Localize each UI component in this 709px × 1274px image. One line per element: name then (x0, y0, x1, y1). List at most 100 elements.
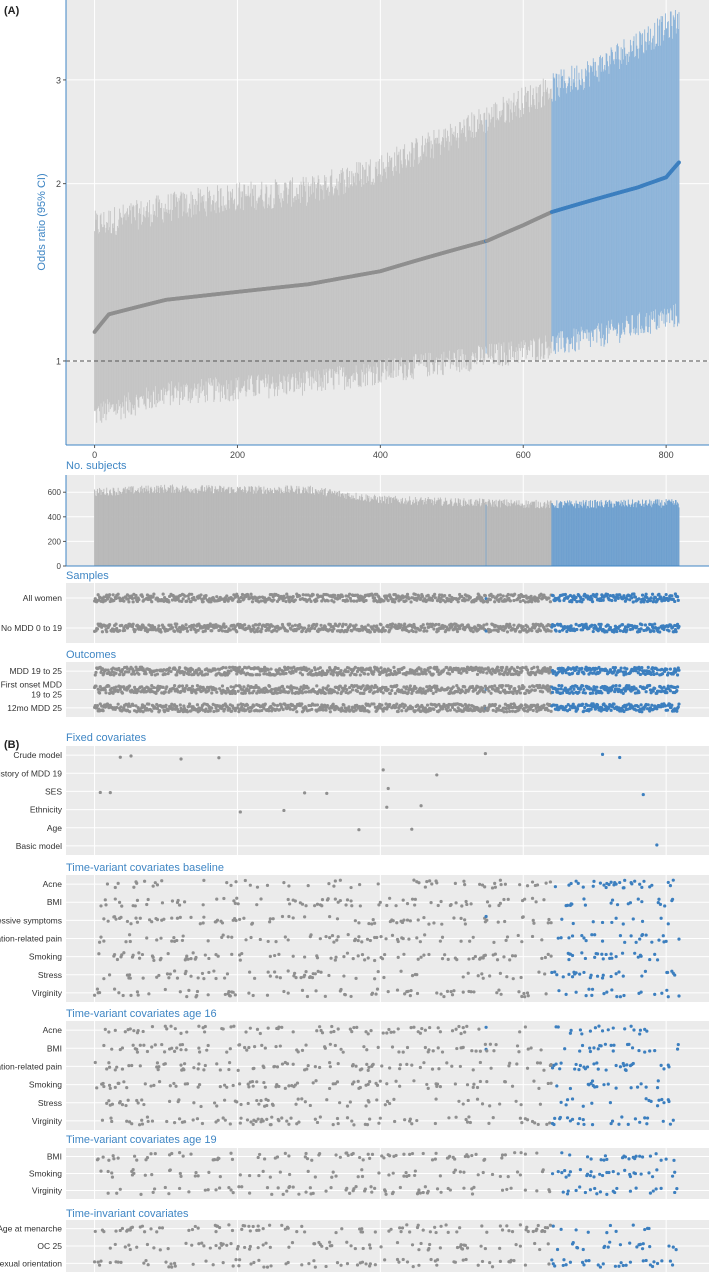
spec-dot (574, 595, 578, 600)
row-label: First onset MDD 19 to 25 (1, 680, 63, 700)
spec-dot (183, 594, 187, 598)
spec-dot (675, 595, 680, 599)
spec-dot (125, 667, 130, 671)
spec-dot (293, 623, 297, 627)
spec-dot (185, 626, 189, 630)
spec-dot (185, 684, 189, 688)
spec-dot (468, 595, 472, 600)
spec-dot (655, 668, 660, 672)
spec-dot (200, 670, 204, 674)
spec-dot (625, 628, 629, 632)
spec-dot (252, 626, 256, 631)
spec-dot (666, 671, 670, 675)
spec-dot (366, 672, 370, 676)
spec-dot (346, 670, 350, 674)
spec-dot (664, 592, 668, 597)
spec-dot (107, 622, 112, 627)
spec-dot (96, 593, 100, 597)
spec-dot (300, 691, 305, 695)
spec-dot (383, 628, 387, 633)
spec-dot (620, 623, 625, 627)
x-tick-label: 600 (516, 450, 531, 460)
spec-dot (498, 593, 502, 597)
spec-dot (137, 672, 141, 676)
spec-dot (319, 623, 323, 627)
spec-dot (116, 592, 120, 596)
spec-dot (195, 683, 200, 688)
spec-dot (291, 671, 295, 675)
spec-dot (646, 665, 650, 669)
spec-dot (570, 671, 575, 675)
spec-dot (564, 671, 568, 675)
spec-dot (248, 691, 252, 695)
spec-dot (590, 599, 595, 604)
spec-dot (151, 595, 155, 599)
spec-dot (272, 598, 276, 602)
ci-bars (94, 10, 680, 423)
spec-dot (670, 594, 674, 598)
spec-dot (363, 672, 367, 676)
spec-dot (665, 667, 669, 671)
spec-dot (493, 670, 497, 675)
spec-dot (96, 687, 100, 691)
spec-dot (163, 672, 167, 676)
spec-dot (220, 684, 225, 688)
spec-dot (95, 627, 100, 631)
spec-dot (332, 627, 336, 631)
spec-dot (610, 598, 614, 603)
spec-dot (388, 668, 392, 673)
spec-dot (471, 630, 475, 634)
subjects-panel: No. subjects 0 200 400 600 (48, 460, 709, 571)
spec-dot (386, 598, 390, 603)
spec-dot (434, 622, 438, 627)
spec-dot (505, 630, 510, 634)
spec-dot (249, 592, 253, 596)
spec-dot (554, 629, 558, 633)
spec-dot (208, 622, 212, 626)
point-estimates (92, 160, 681, 334)
spec-dot (210, 629, 214, 633)
spec-dot (250, 600, 255, 604)
spec-dot (295, 686, 299, 690)
spec-dot (114, 622, 118, 626)
spec-dot (668, 667, 673, 671)
spec-dot (222, 622, 226, 626)
spec-dot (298, 594, 302, 598)
spec-dot (228, 665, 232, 669)
spec-dot (256, 626, 260, 630)
facet-samples: Samples All women No MDD 0 to 19 (1, 570, 709, 643)
spec-dot (150, 600, 154, 604)
spec-dot (224, 625, 228, 629)
spec-dot (364, 598, 368, 603)
spec-dot (482, 623, 486, 627)
spec-dot (172, 629, 177, 633)
spec-dot (180, 599, 184, 603)
spec-dot (536, 599, 540, 603)
spec-dot (650, 592, 655, 596)
spec-dot (411, 629, 415, 634)
spec-dot (640, 623, 644, 627)
spec-dot (605, 592, 610, 597)
spec-dot (133, 628, 137, 632)
spec-dot (177, 666, 182, 670)
spec-dot (182, 689, 187, 693)
spec-dot (402, 666, 406, 670)
spec-dot (403, 622, 407, 626)
spec-dot (495, 665, 500, 669)
spec-dot (331, 673, 335, 677)
spec-dot (515, 665, 520, 669)
spec-dot (161, 592, 165, 596)
spec-dot (633, 595, 638, 599)
spec-dot (214, 687, 218, 691)
spec-dot (318, 666, 322, 670)
spec-dot (224, 666, 228, 670)
spec-dot (262, 672, 266, 676)
x-tick-label: 800 (659, 450, 674, 460)
spec-dot (182, 670, 187, 674)
spec-dot (117, 628, 122, 633)
spec-dot (137, 598, 141, 602)
spec-dot (548, 665, 552, 670)
spec-dot (581, 597, 585, 602)
spec-dot (512, 623, 516, 627)
